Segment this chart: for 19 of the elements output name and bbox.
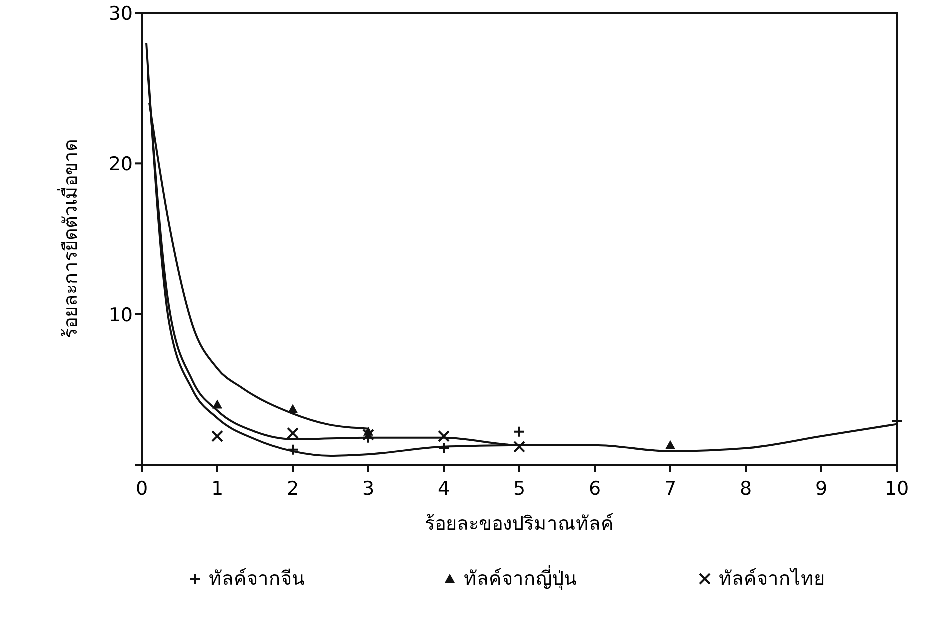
x-tick-label: 3: [362, 478, 375, 500]
x-tick-label: 4: [438, 478, 450, 500]
legend-label: ทัลค์จากจีน: [209, 568, 305, 590]
y-tick-label: 20: [108, 154, 133, 176]
x-tick-label: 0: [136, 478, 148, 500]
x-axis-title: ร้อยละของปริมาณทัลค์: [425, 513, 614, 535]
x-tick-label: 2: [286, 478, 300, 500]
y-tick-label: 10: [108, 304, 133, 326]
x-tick-label: 8: [740, 478, 752, 500]
legend-label: ทัลค์จากญี่ปุ่น: [464, 565, 577, 591]
y-axis-title: ร้อยละการยืดตัวเมื่อขาด: [57, 140, 82, 338]
x-tick-label: 1: [211, 478, 224, 500]
x-tick-label: 6: [588, 478, 602, 500]
legend-label: ทัลค์จากไทย: [719, 568, 825, 590]
x-tick-label: 9: [815, 478, 828, 500]
x-tick-label: 10: [884, 478, 910, 500]
y-tick-label: 30: [108, 3, 133, 25]
x-tick-label: 7: [664, 478, 677, 500]
x-tick-label: 5: [513, 478, 526, 500]
